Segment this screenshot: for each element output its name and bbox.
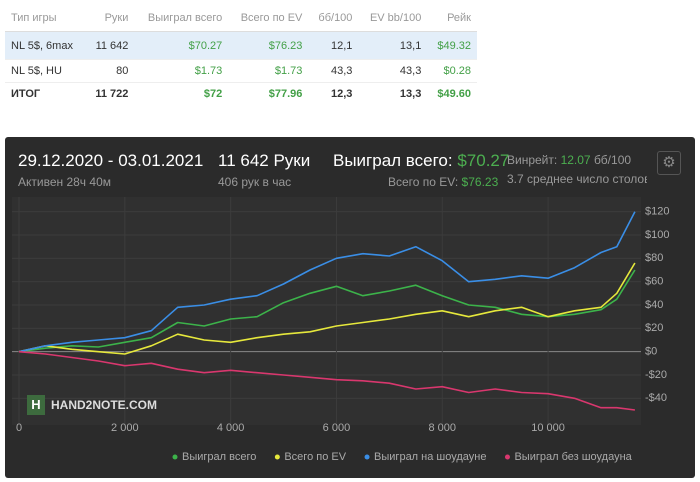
winrate-value: 12.07 xyxy=(560,153,591,167)
header-cell: Руки xyxy=(85,5,135,32)
table-cell: 13,3 xyxy=(399,88,422,100)
table-row: NL 5$, 6max 11 642 $70.27 $76.23 12,1 13,1 $49… xyxy=(5,31,477,60)
header-cell: Выиграл всего xyxy=(134,5,229,32)
y-tick-label: $60 xyxy=(645,276,663,288)
y-tick-label: $0 xyxy=(645,346,657,358)
tables-avg: 3.7 среднее число столов xyxy=(507,172,647,186)
x-tick-label: 4 000 xyxy=(217,422,245,434)
table-cell: $1.73 xyxy=(228,59,309,83)
legend-label: Выиграл без шоудауна xyxy=(514,451,632,463)
winrate-label: Винрейт: xyxy=(507,153,558,167)
hands: 11 642 Руки xyxy=(218,151,311,170)
x-tick-label: 0 xyxy=(16,422,22,434)
table-cell: $72 xyxy=(203,88,223,100)
table-cell: 12,3 xyxy=(331,88,353,100)
table-cell: 80 xyxy=(85,59,135,83)
legend-dot xyxy=(274,454,280,460)
plot-area xyxy=(12,197,641,425)
table-cell: NL 5$, 6max xyxy=(5,31,86,60)
winrate-unit: бб/100 xyxy=(593,153,632,167)
legend-label: Выиграл на шоудауне xyxy=(374,451,486,463)
x-tick-label: 2 000 xyxy=(111,422,139,434)
x-tick-label: 8 000 xyxy=(428,422,456,434)
won-value: $70.27 xyxy=(457,151,510,170)
graph-panel: -$40 -$20 $0 $20 $40 $60 $80 $100 $120 0 2 000 4 00… xyxy=(5,137,695,478)
x-tick-label: 10 000 xyxy=(531,422,565,434)
table-cell: 43,3 xyxy=(308,59,359,83)
table-cell: 12,1 xyxy=(308,31,359,60)
watermark-text: HAND2NOTE.COM xyxy=(51,398,158,412)
table-header: Тип игры Руки Выиграл всего Всего по EV бб/1… xyxy=(5,5,477,32)
table-cell: NL 5$, HU xyxy=(5,59,86,83)
table-cell: $76.23 xyxy=(228,31,309,60)
header-cell: EV bb/100 xyxy=(358,5,428,32)
legend-label: Выиграл всего xyxy=(182,451,256,463)
table-cell: 11 722 xyxy=(95,88,129,100)
logo: H xyxy=(27,395,45,415)
legend-dot xyxy=(364,454,370,460)
table-cell: 11 642 xyxy=(85,31,135,60)
stats-table: Тип игры Руки Выиграл всего Всего по EV бб/1… xyxy=(5,5,477,105)
hands-rate: 406 рук в час xyxy=(218,175,292,189)
legend-dot xyxy=(504,454,510,460)
y-tick-label: $120 xyxy=(645,206,669,218)
header-cell: бб/100 xyxy=(308,5,359,32)
table-cell: ИТОГ xyxy=(11,88,41,100)
y-tick-label: $100 xyxy=(645,229,669,241)
y-tick-label: $80 xyxy=(645,252,663,264)
watermark: H HAND2NOTE.COM xyxy=(27,395,157,415)
dates: 29.12.2020 - 03.01.2021 xyxy=(18,151,204,170)
table-cell: $70.27 xyxy=(134,31,229,60)
table-cell: $77.96 xyxy=(268,88,303,100)
ev-value: $76.23 xyxy=(461,175,499,189)
won-label: Выиграл всего: xyxy=(333,151,453,170)
series-line xyxy=(18,350,636,411)
table-cell: $49.32 xyxy=(427,31,477,60)
active-time: Активен 28ч 40м xyxy=(18,175,111,189)
y-tick-label: -$20 xyxy=(645,369,667,381)
chart: -$40 -$20 $0 $20 $40 $60 $80 $100 $120 0 2 000 4 00… xyxy=(12,197,669,463)
table-row: NL 5$, HU 80 $1.73 $1.73 43,3 43,3 $0.28 xyxy=(5,59,477,83)
legend-label: Всего по EV xyxy=(284,451,346,463)
header-cell: Тип игры xyxy=(5,5,86,32)
x-tick-label: 6 000 xyxy=(323,422,351,434)
table-cell: $1.73 xyxy=(134,59,229,83)
ev-label: Всего по EV: xyxy=(388,175,459,189)
table-row: ИТОГ 11 722 $72 $77.96 12,3 13,3 $49.60 xyxy=(5,83,477,106)
table-cell: 13,1 xyxy=(358,31,428,60)
y-tick-label: $20 xyxy=(645,322,663,334)
header-cell: Всего по EV xyxy=(228,5,309,32)
table-cell: $49.60 xyxy=(437,88,471,100)
legend-dot xyxy=(172,454,178,460)
series-line xyxy=(18,262,636,355)
header-cell: Рейк xyxy=(427,5,477,32)
y-tick-label: $40 xyxy=(645,299,663,311)
settings-button[interactable]: ⚙ xyxy=(657,151,681,175)
table-cell: $0.28 xyxy=(427,59,477,83)
y-tick-label: -$40 xyxy=(645,392,667,404)
series-line xyxy=(18,211,636,353)
table-cell: 43,3 xyxy=(358,59,428,83)
